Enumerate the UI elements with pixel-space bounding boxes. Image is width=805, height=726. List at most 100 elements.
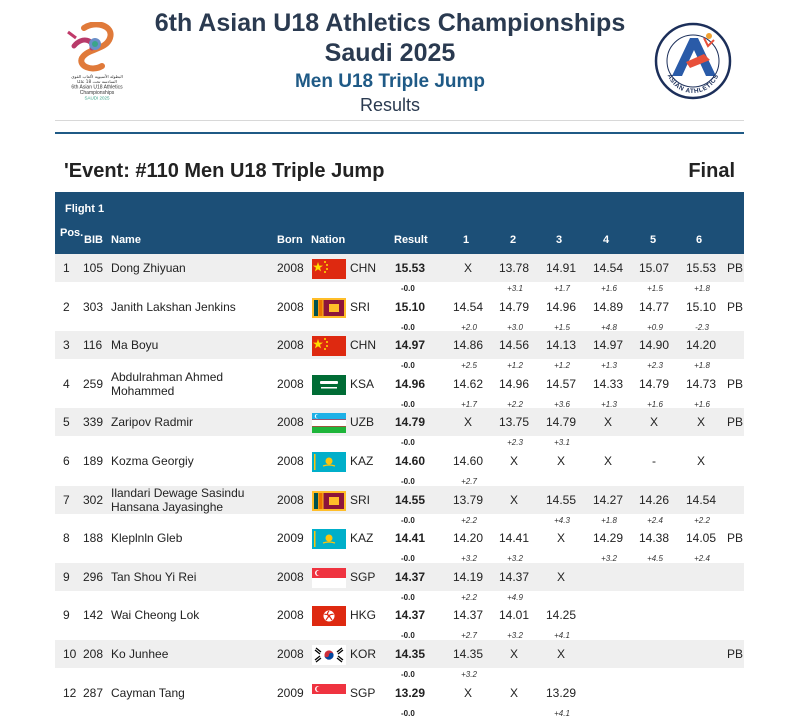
cell-attempt-6: 14.20 [685, 338, 717, 353]
cell-pos: 10 [63, 647, 77, 661]
cell-born: 2008 [277, 454, 304, 468]
cell-result-wind: -0.0 [401, 361, 415, 371]
cell-attempt-2: 14.37 [498, 569, 530, 584]
cell-attempt-6: 14.54 [685, 492, 717, 507]
cell-attempt-3: X [556, 454, 566, 468]
table-row: 4 259 Abdulrahman Ahmed Mohammed 2008 KSA 14.… [55, 370, 744, 409]
cell-attempt-wind-1: +3.2 [461, 554, 477, 564]
cell-born: 2008 [277, 647, 304, 661]
cell-attempt-wind-1: +1.7 [461, 399, 477, 409]
cell-attempt-wind-5: +1.5 [647, 284, 663, 293]
cell-born: 2008 [277, 608, 304, 623]
cell-name: Janith Lakshan Jenkins [111, 299, 236, 314]
title-block: 6th Asian U18 Athletics Championships Sa… [140, 8, 640, 116]
cell-nation: SGP [350, 685, 376, 700]
cell-name: Ilandari Dewage Sasindu Hansana Jayasing… [111, 485, 245, 514]
cell-attempt-1: 14.35 [452, 647, 484, 661]
table-row: 3 116 Ma Boyu 2008 CHN 14.97 -0.0 14.86 +2.5 14.5… [55, 331, 744, 370]
cell-attempt-5: X [649, 415, 659, 430]
cell-attempt-2: 14.96 [498, 376, 530, 391]
col-bib: BIB [84, 234, 103, 246]
cell-attempt-6: 15.53 [685, 261, 717, 275]
cell-bib: 208 [83, 647, 104, 661]
cell-attempt-6: X [696, 454, 706, 468]
cell-pos: 7 [63, 492, 70, 507]
cell-attempt-6: 14.73 [685, 376, 717, 391]
cell-attempt-6: 15.10 [685, 299, 717, 314]
cell-attempt-3: 14.79 [545, 415, 577, 430]
cell-bib: 259 [83, 376, 104, 391]
cell-bib: 105 [83, 261, 104, 275]
col-pos: Pos. [60, 227, 84, 239]
cell-attempt-3: 14.57 [545, 376, 577, 391]
cell-attempt-wind-4: +4.8 [601, 322, 617, 332]
col-attempt-1: 1 [463, 234, 470, 246]
cell-attempt-1: 13.79 [452, 492, 484, 507]
cell-born: 2008 [277, 261, 304, 275]
cell-bib: 116 [83, 338, 103, 353]
cell-attempt-wind-5: +0.9 [647, 322, 663, 332]
cell-attempt-wind-4: +1.8 [601, 515, 617, 525]
col-attempt-6: 6 [696, 234, 703, 246]
cell-attempt-5: - [652, 454, 656, 468]
cell-attempt-3: 14.91 [545, 261, 577, 275]
flag-icon-sri [312, 297, 346, 318]
cell-nation: CHN [350, 338, 376, 353]
cell-attempt-wind-6: +2.2 [694, 515, 710, 525]
col-born: Born [277, 234, 303, 246]
cell-attempt-1: 14.62 [452, 376, 484, 391]
page-header: البطولة الآسيوية لألعاب القوى السادسة تح… [0, 0, 805, 120]
cell-attempt-5: 14.26 [638, 492, 670, 507]
cell-attempt-wind-3: +3.6 [554, 399, 570, 409]
cell-attempt-1: X [463, 685, 473, 700]
cell-nation: KAZ [350, 454, 374, 468]
cell-attempt-wind-5: +2.4 [647, 515, 663, 525]
cell-note: PB [727, 415, 744, 430]
cell-name: Wai Cheong Lok [111, 608, 200, 623]
cell-attempt-4: 14.33 [592, 376, 624, 391]
cell-attempt-2: 13.75 [498, 415, 530, 430]
cell-result-wind: -0.0 [401, 554, 415, 564]
row-band [55, 254, 744, 282]
cell-attempt-1: X [463, 261, 473, 275]
cell-attempt-wind-1: +3.2 [461, 670, 477, 679]
cell-note: PB [727, 261, 744, 275]
cell-attempt-3: X [556, 647, 566, 661]
cell-attempt-1: 14.20 [452, 531, 484, 546]
cell-attempt-5: 15.07 [638, 261, 670, 275]
table-row: 1 105 Dong Zhiyuan 2008 CHN 15.53 -0.0 X 13.78 +3… [55, 254, 744, 293]
cell-born: 2008 [277, 569, 304, 584]
cell-note: PB [727, 299, 744, 314]
cell-result-wind: -0.0 [401, 477, 415, 486]
cell-attempt-wind-2: +3.1 [507, 284, 523, 293]
cell-pos: 9 [63, 608, 70, 623]
cell-attempt-wind-1: +2.2 [461, 515, 477, 525]
cell-attempt-5: 14.77 [638, 299, 670, 314]
cell-attempt-3: 14.13 [545, 338, 577, 353]
cell-name: Ko Junhee [111, 647, 169, 661]
cell-result-wind: -0.0 [401, 670, 415, 679]
cell-result: 15.53 [395, 261, 426, 275]
cell-attempt-2: X [509, 647, 519, 661]
results-table-header: Flight 1 Pos. BIB Name Born Nation Resul… [55, 192, 744, 254]
cell-result-wind: -0.0 [401, 708, 415, 718]
flight-label: Flight 1 [65, 203, 105, 215]
cell-born: 2009 [277, 685, 304, 700]
cell-bib: 287 [83, 685, 104, 700]
cell-pos: 6 [63, 454, 70, 468]
cell-attempt-2: 14.56 [498, 338, 530, 353]
row-band [55, 485, 744, 514]
table-row: 7 302 Ilandari Dewage Sasindu Hansana Jaya… [55, 485, 744, 525]
cell-attempt-3: X [556, 569, 566, 584]
cell-name: Zaripov Radmir [111, 415, 194, 430]
cell-born: 2008 [277, 492, 304, 507]
cell-pos: 2 [63, 299, 70, 314]
cell-nation: KOR [350, 647, 377, 661]
cell-name: Abdulrahman Ahmed Mohammed [111, 369, 224, 398]
flag-icon-chn [312, 259, 346, 279]
cell-attempt-wind-2: +3.0 [507, 322, 523, 332]
cell-born: 2008 [277, 415, 304, 430]
table-row: 12 287 Cayman Tang 2009 SGP 13.29 -0.0 X X 13.29 +… [55, 679, 744, 718]
cell-attempt-wind-3: +1.7 [554, 284, 570, 293]
cell-attempt-6: X [696, 415, 706, 430]
